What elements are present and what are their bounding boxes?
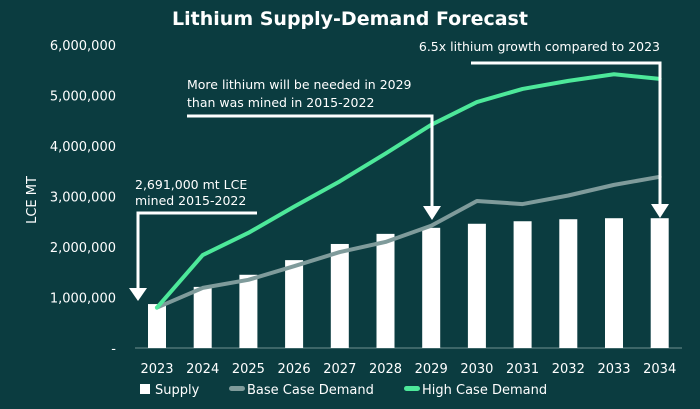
x-tick-label: 2030 (460, 362, 493, 377)
supply-bar-2034 (651, 218, 669, 348)
supply-bar-2025 (239, 275, 257, 348)
supply-bar-2029 (422, 228, 440, 348)
annotation-2034-text: 6.5x lithium growth compared to 2023 (419, 39, 660, 54)
x-tick-label: 2034 (643, 362, 676, 377)
supply-bar-2026 (285, 260, 303, 348)
supply-bar-2024 (194, 287, 212, 348)
supply-bar-2030 (468, 224, 486, 348)
annotation-2029-line2: than was mined in 2015-2022 (187, 95, 374, 110)
legend-swatch-high (404, 386, 420, 391)
x-tick-label: 2026 (278, 362, 311, 377)
y-tick-label: 4,000,000 (50, 140, 116, 155)
supply-bar-2031 (514, 221, 532, 348)
y-tick-label: 5,000,000 (50, 90, 116, 105)
supply-bar-2027 (331, 244, 349, 348)
annotation-2023-line2: mined 2015-2022 (135, 193, 246, 208)
x-tick-label: 2033 (597, 362, 630, 377)
x-tick-label: 2023 (140, 362, 173, 377)
y-tick-label: 2,000,000 (50, 241, 116, 256)
y-tick-label: 3,000,000 (50, 191, 116, 206)
y-tick-label: 1,000,000 (50, 292, 116, 307)
annotation-2023-line1: 2,691,000 mt LCE (135, 177, 247, 192)
x-tick-label: 2024 (186, 362, 219, 377)
supply-bar-2023 (148, 304, 166, 348)
x-tick-label: 2025 (232, 362, 265, 377)
x-tick-label: 2028 (369, 362, 402, 377)
supply-bar-2032 (559, 219, 577, 348)
x-tick-label: 2032 (552, 362, 585, 377)
annotation-2029-line1: More lithium will be needed in 2029 (187, 77, 412, 92)
y-tick-label: - (111, 342, 116, 357)
legend-label-base: Base Case Demand (247, 383, 374, 398)
x-tick-label: 2031 (506, 362, 539, 377)
legend-swatch-base (229, 386, 245, 391)
supply-bar-2028 (377, 234, 395, 348)
x-tick-label: 2029 (415, 362, 448, 377)
x-tick-label: 2027 (323, 362, 356, 377)
legend-swatch-supply (140, 384, 150, 394)
y-tick-label: 6,000,000 (50, 39, 116, 54)
chart-title: Lithium Supply-Demand Forecast (172, 8, 528, 30)
y-axis-label: LCE MT (25, 176, 40, 224)
legend-label-high: High Case Demand (422, 383, 547, 398)
supply-bar-2033 (605, 218, 623, 348)
legend-label-supply: Supply (155, 383, 200, 398)
